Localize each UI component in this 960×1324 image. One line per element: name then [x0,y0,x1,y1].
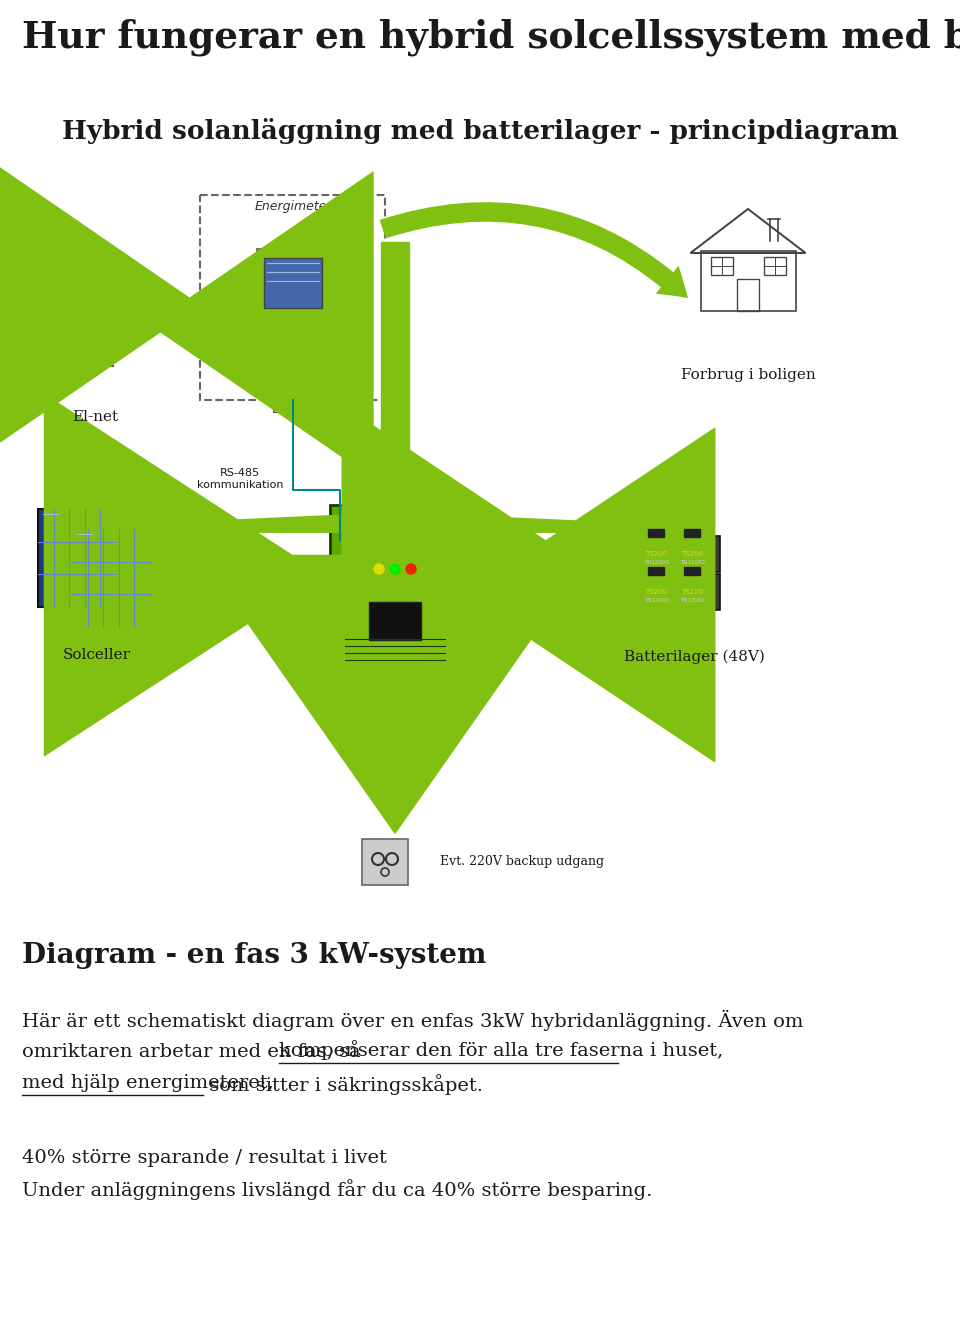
Circle shape [374,564,384,575]
Bar [763,257,785,275]
Text: Batterilager (48V): Batterilager (48V) [624,650,764,665]
FancyBboxPatch shape [369,602,421,639]
Circle shape [390,564,400,575]
Text: Hybrid solanläggning med batterilager - principdiagram: Hybrid solanläggning med batterilager - … [61,118,899,144]
Text: med hjälp energimeteret,: med hjälp energimeteret, [22,1074,274,1092]
FancyArrowPatch shape [379,203,688,298]
Text: TS200: TS200 [681,589,703,594]
Text: TN12000: TN12000 [643,560,668,565]
Text: TN12000: TN12000 [680,560,705,565]
Text: Energimeter: Energimeter [254,200,332,213]
Text: TS200: TS200 [645,551,667,557]
Text: omriktaren arbetar med en fas, så: omriktaren arbetar med en fas, så [22,1042,367,1062]
Text: 40% större sparande / resultat i livet: 40% större sparande / resultat i livet [22,1149,387,1166]
FancyBboxPatch shape [38,508,116,606]
Bar [648,567,664,575]
Text: Här är ett schematiskt diagram över en enfas 3kW hybridanläggning. Även om: Här är ett schematiskt diagram över en e… [22,1010,804,1031]
FancyBboxPatch shape [664,536,720,572]
Circle shape [406,564,416,575]
Text: Eltavle: Eltavle [272,402,314,416]
Text: TN12000: TN12000 [643,598,668,604]
Bar [648,530,664,538]
Text: RS-485
kommunikation: RS-485 kommunikation [197,467,283,490]
FancyBboxPatch shape [628,575,684,610]
Text: TS200: TS200 [681,551,703,557]
Text: El-net: El-net [72,410,118,424]
Text: som sitter i säkringsskåpet.: som sitter i säkringsskåpet. [204,1074,483,1095]
Bar [710,257,732,275]
Bar [684,567,700,575]
Bar [737,279,759,311]
Text: TN12000: TN12000 [680,598,705,604]
Text: kompenserar den för alla tre faserna i huset,: kompenserar den för alla tre faserna i h… [278,1042,723,1061]
Text: Diagram - en fas 3 kW-system: Diagram - en fas 3 kW-system [22,941,487,969]
Text: Hur fungerar en hybrid solcellssystem med batteri?: Hur fungerar en hybrid solcellssystem me… [22,19,960,56]
FancyBboxPatch shape [257,249,329,320]
FancyBboxPatch shape [330,504,460,670]
Text: Solceller: Solceller [63,647,131,662]
Bar [684,530,700,538]
Text: Evt. 220V backup udgang: Evt. 220V backup udgang [440,855,604,869]
Text: Forbrug i boligen: Forbrug i boligen [681,368,815,383]
Bar [362,839,408,884]
FancyBboxPatch shape [72,530,150,628]
Bar [381,242,409,538]
FancyBboxPatch shape [264,258,322,308]
Text: Under anläggningens livslängd får du ca 40% större besparing.: Under anläggningens livslängd får du ca … [22,1178,653,1200]
Text: TS200: TS200 [645,589,667,594]
FancyBboxPatch shape [628,536,684,572]
FancyBboxPatch shape [664,575,720,610]
